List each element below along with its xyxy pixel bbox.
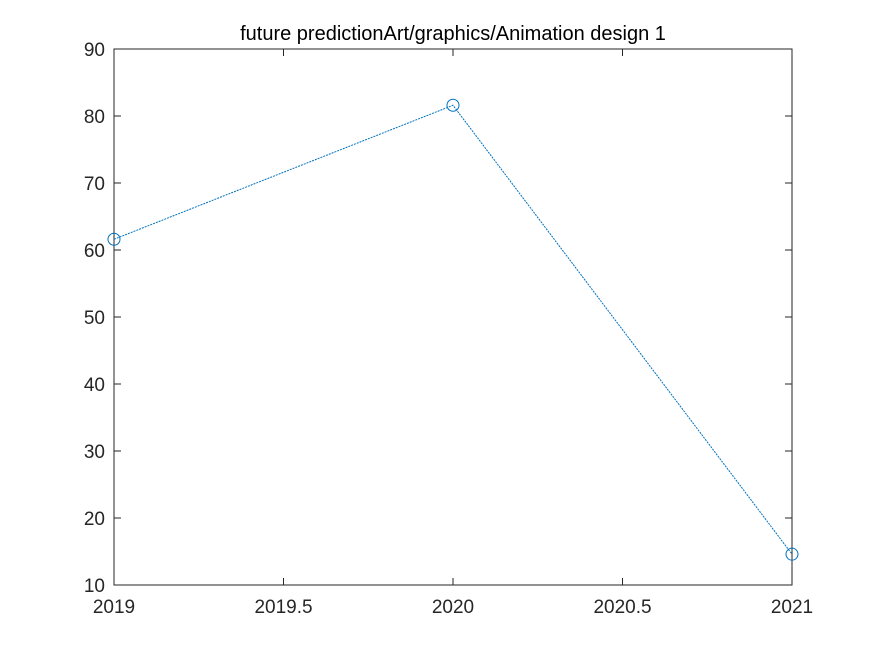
x-tick-label: 2019 bbox=[93, 597, 135, 618]
y-tick-label: 40 bbox=[84, 375, 105, 396]
y-tick-label: 70 bbox=[84, 174, 105, 195]
ticks-layer: 2019 2019.5 2020 2020.5 2021 10 20 30 40 50 60 70 80… bbox=[84, 40, 813, 618]
series-layer bbox=[107, 98, 799, 561]
data-point-marker bbox=[446, 98, 460, 112]
axes-box bbox=[113, 48, 793, 586]
chart-title: future predictionArt/graphics/Animation … bbox=[240, 23, 666, 45]
y-tick-label: 90 bbox=[84, 40, 105, 61]
y-tick-label: 60 bbox=[84, 241, 105, 262]
y-tick-label: 80 bbox=[84, 107, 105, 128]
data-point-marker bbox=[785, 547, 799, 561]
y-tick-label: 30 bbox=[84, 442, 105, 463]
x-tick-label: 2019.5 bbox=[254, 597, 312, 618]
y-tick-label: 50 bbox=[84, 308, 105, 329]
y-tick-label: 10 bbox=[84, 576, 105, 597]
x-tick-label: 2021 bbox=[771, 597, 813, 618]
series-line bbox=[113, 104, 793, 555]
data-point-marker bbox=[107, 232, 121, 246]
y-tick-label: 20 bbox=[84, 509, 105, 530]
x-tick-label: 2020 bbox=[432, 597, 474, 618]
x-tick-label: 2020.5 bbox=[593, 597, 651, 618]
